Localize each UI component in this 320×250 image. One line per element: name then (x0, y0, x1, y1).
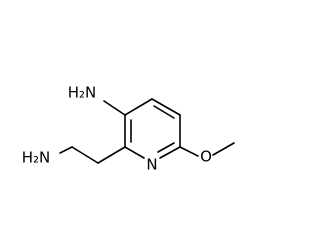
bond (151, 98, 181, 116)
bond (97, 146, 126, 164)
bond (179, 146, 199, 157)
double-bond (153, 105, 175, 119)
bond (103, 100, 126, 116)
double-bond (157, 142, 175, 153)
atom-label: H₂N (68, 84, 97, 102)
structure-diagram: H₂N H₂N N O (22, 84, 235, 174)
bonds (59, 98, 235, 164)
atom-label: N (146, 156, 157, 174)
atom-label: O (200, 148, 212, 166)
bond (212, 142, 235, 156)
bond (124, 146, 145, 159)
bond (159, 146, 181, 159)
bond (59, 146, 73, 154)
atom-label: H₂N (22, 149, 51, 167)
bond (71, 146, 99, 164)
bond (124, 98, 153, 116)
